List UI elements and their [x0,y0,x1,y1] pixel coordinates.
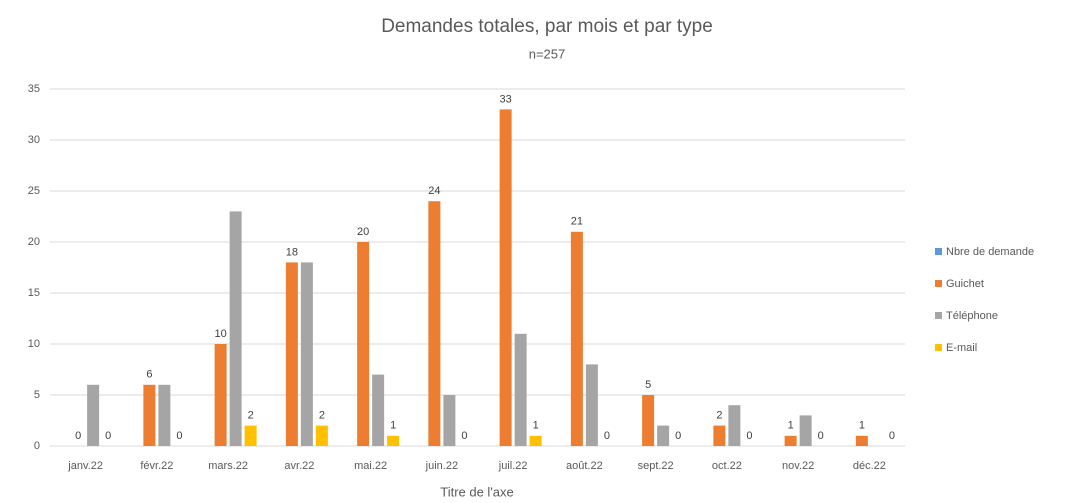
data-label: 1 [533,420,539,432]
data-label: 2 [319,410,325,422]
bar [315,425,328,446]
bar [529,435,542,446]
data-label: 2 [248,410,254,422]
bar [784,435,797,446]
bar [372,374,385,446]
x-tick-label: sept.22 [638,460,674,472]
bar [499,109,512,447]
bar [387,435,400,446]
bar [585,364,598,446]
bar [570,231,583,446]
bar [244,425,257,446]
x-tick-label: juil.22 [498,460,528,472]
data-label: 1 [859,420,865,432]
data-label: 21 [571,216,583,228]
bar [300,262,313,446]
data-label: 0 [604,430,610,442]
data-label: 20 [357,226,369,238]
data-label: 6 [146,369,152,381]
y-tick-label: 20 [28,236,40,248]
data-label: 0 [818,430,824,442]
x-tick-label: nov.22 [782,460,814,472]
legend-label: E-mail [946,342,977,354]
y-tick-label: 15 [28,287,40,299]
data-label: 1 [788,420,794,432]
x-axis-title: Titre de l'axe [440,484,514,499]
x-tick-label: août.22 [566,460,603,472]
legend-swatch [935,280,942,287]
bar [514,333,527,446]
bar [728,405,741,446]
data-label: 33 [500,93,512,105]
y-tick-label: 0 [34,440,40,452]
x-tick-label: avr.22 [284,460,314,472]
bar [713,425,726,446]
data-label: 0 [746,430,752,442]
bar [285,262,298,446]
x-tick-label: mars.22 [208,460,248,472]
bar [229,211,242,446]
y-tick-label: 5 [34,389,40,401]
data-label: 0 [75,430,81,442]
bar [428,201,441,446]
x-tick-label: juin.22 [425,460,458,472]
x-tick-label: déc.22 [853,460,886,472]
x-tick-label: janv.22 [67,460,103,472]
legend-swatch [935,312,942,319]
chart-subtitle: n=257 [529,46,566,61]
y-tick-label: 25 [28,185,40,197]
bar [143,384,156,446]
bar [214,344,227,446]
data-label: 0 [675,430,681,442]
y-tick-label: 10 [28,338,40,350]
legend-label: Téléphone [946,310,998,322]
bar [158,384,171,446]
data-label: 0 [461,430,467,442]
y-tick-label: 30 [28,134,40,146]
data-label: 1 [390,420,396,432]
bar [642,395,655,446]
bar [657,425,670,446]
bar [799,415,812,446]
data-label: 10 [215,328,227,340]
data-label: 2 [716,410,722,422]
data-label: 0 [176,430,182,442]
bar [357,242,370,446]
bar [443,395,456,446]
x-tick-label: oct.22 [712,460,742,472]
data-label: 24 [428,185,440,197]
data-label: 18 [286,246,298,258]
bar [87,384,100,446]
x-tick-label: mai.22 [354,460,387,472]
data-label: 0 [105,430,111,442]
x-tick-label: févr.22 [140,460,173,472]
legend-swatch [935,248,942,255]
bar [855,435,868,446]
y-tick-label: 35 [28,83,40,95]
data-label: 0 [889,430,895,442]
legend-swatch [935,344,942,351]
legend-label: Guichet [946,278,984,290]
data-label: 5 [645,379,651,391]
chart-title: Demandes totales, par mois et par type [381,16,713,37]
legend-label: Nbre de demande [946,246,1034,258]
